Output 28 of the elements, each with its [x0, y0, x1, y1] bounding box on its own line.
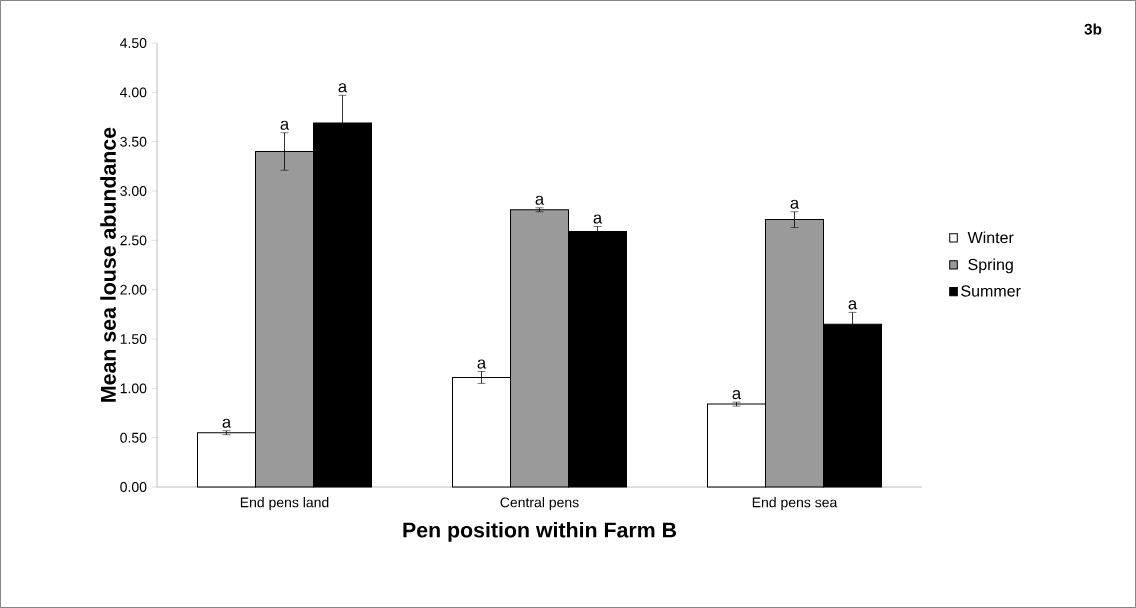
text: 3b — [1084, 23, 1102, 35]
y-tick-label: 4.00 — [120, 87, 147, 98]
y-tick-label: 2.00 — [120, 284, 147, 295]
x-axis-title: Pen position within Farm B — [403, 521, 677, 542]
legend-label: Spring — [968, 258, 1013, 274]
legend-label: Winter — [967, 231, 1014, 244]
y-tick-label: 2.50 — [120, 235, 147, 246]
legend-label: Summer — [961, 285, 1021, 297]
data-label: a — [593, 214, 603, 224]
y-tick-label: 0.50 — [120, 432, 147, 443]
x-tick-label: End pens sea — [752, 497, 838, 511]
y-axis-title: Mean sea louse abundance — [100, 127, 116, 402]
x-tick-label: Central pens — [500, 497, 579, 511]
data-label: a — [477, 359, 487, 369]
data-label: a — [338, 83, 348, 93]
y-tick-label: 1.50 — [120, 334, 147, 344]
y-tick-label: 3.50 — [120, 136, 147, 147]
y-tick-label: 1.00 — [120, 383, 147, 394]
y-tick-label: 0.00 — [120, 482, 147, 492]
data-label: a — [535, 195, 545, 205]
y-tick-label: 3.00 — [120, 186, 147, 196]
data-label: a — [848, 300, 858, 310]
data-label: a — [280, 120, 290, 130]
x-tick-label: End pens land — [240, 497, 329, 511]
data-label: a — [222, 418, 232, 428]
data-label: a — [790, 199, 800, 209]
y-tick-label: 4.50 — [120, 38, 147, 48]
data-label: a — [732, 390, 742, 400]
